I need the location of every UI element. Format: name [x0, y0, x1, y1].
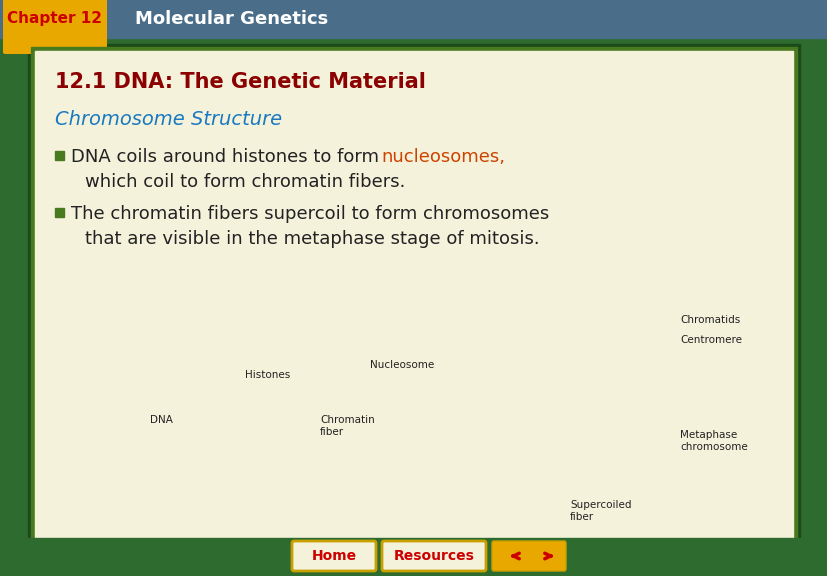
Text: DNA coils around histones to form: DNA coils around histones to form [71, 148, 385, 166]
Text: nucleosomes,: nucleosomes, [380, 148, 504, 166]
Text: Chromosome Structure: Chromosome Structure [55, 110, 282, 129]
Text: Home: Home [311, 549, 356, 563]
Text: Chapter 12: Chapter 12 [7, 12, 103, 26]
Text: Chromatin: Chromatin [319, 415, 375, 425]
FancyBboxPatch shape [3, 0, 107, 54]
Bar [0, 0, 827, 38]
Bar [28, 44, 799, 546]
Text: fiber: fiber [319, 427, 344, 437]
Bar [55, 151, 64, 160]
FancyBboxPatch shape [292, 541, 375, 571]
Text: Resources: Resources [393, 549, 474, 563]
Text: Metaphase: Metaphase [679, 430, 736, 440]
FancyBboxPatch shape [381, 541, 485, 571]
Text: Chromatids: Chromatids [679, 315, 739, 325]
Text: Histones: Histones [245, 370, 290, 380]
Bar [31, 47, 796, 543]
Text: Centromere: Centromere [679, 335, 741, 345]
Bar [55, 208, 64, 217]
Bar [35, 51, 792, 539]
FancyBboxPatch shape [491, 541, 566, 571]
Bar [0, 538, 827, 576]
Text: chromosome: chromosome [679, 442, 747, 452]
Text: Supercoiled: Supercoiled [569, 500, 631, 510]
Text: Molecular Genetics: Molecular Genetics [135, 10, 327, 28]
Text: fiber: fiber [569, 512, 594, 522]
Text: The chromatin fibers supercoil to form chromosomes: The chromatin fibers supercoil to form c… [71, 205, 548, 223]
Text: DNA: DNA [150, 415, 173, 425]
Text: Nucleosome: Nucleosome [370, 360, 433, 370]
Text: that are visible in the metaphase stage of mitosis.: that are visible in the metaphase stage … [85, 230, 539, 248]
Text: 12.1 DNA: The Genetic Material: 12.1 DNA: The Genetic Material [55, 72, 425, 92]
Text: which coil to form chromatin fibers.: which coil to form chromatin fibers. [85, 173, 405, 191]
Bar [100, 300, 727, 530]
